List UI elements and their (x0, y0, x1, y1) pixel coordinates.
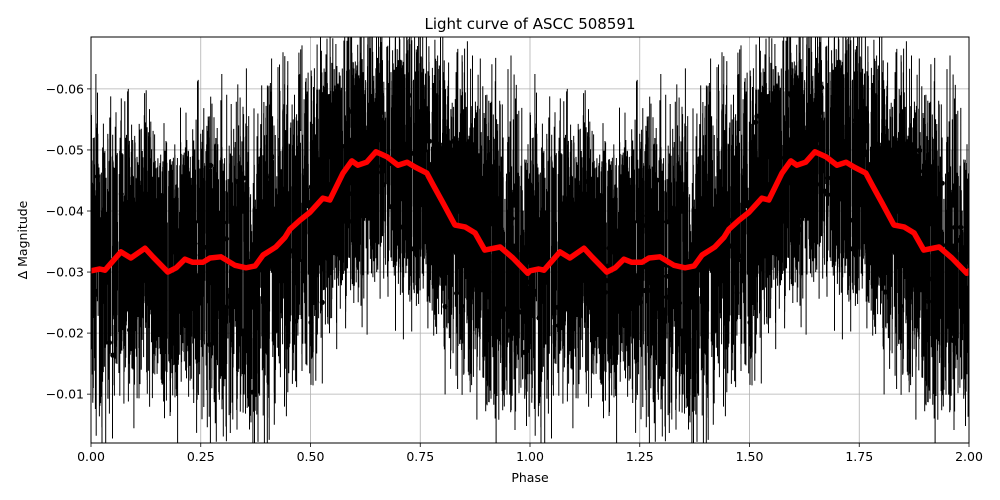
x-tick-label: 0.75 (406, 449, 434, 464)
x-tick-label: 0.00 (77, 449, 105, 464)
y-tick-label: −0.04 (46, 204, 84, 219)
x-tick-label: 0.25 (187, 449, 215, 464)
chart-title: Light curve of ASCC 508591 (425, 15, 636, 33)
smoothed-curve (91, 149, 969, 277)
y-tick-label: −0.01 (46, 387, 84, 402)
y-tick-label: −0.06 (46, 81, 84, 96)
y-tick-label: −0.02 (46, 326, 84, 341)
x-tick-label: 0.50 (297, 449, 325, 464)
x-tick-label: 1.25 (626, 449, 654, 464)
y-tick-label: −0.05 (46, 142, 84, 157)
x-axis-label: Phase (511, 470, 549, 485)
y-axis-ticks: −0.06 −0.05 −0.04 −0.03 −0.02 −0.01 (46, 81, 91, 402)
y-tick-label: −0.03 (46, 265, 84, 280)
x-tick-label: 2.00 (955, 449, 983, 464)
x-axis-ticks: 0.00 0.25 0.50 0.75 1.00 1.25 1.50 1.75 2.00 (77, 443, 983, 464)
observation-errorbars (91, 37, 969, 443)
x-tick-label: 1.75 (845, 449, 873, 464)
x-tick-label: 1.00 (516, 449, 544, 464)
y-axis-label: Δ Magnitude (15, 200, 30, 279)
x-tick-label: 1.50 (736, 449, 764, 464)
